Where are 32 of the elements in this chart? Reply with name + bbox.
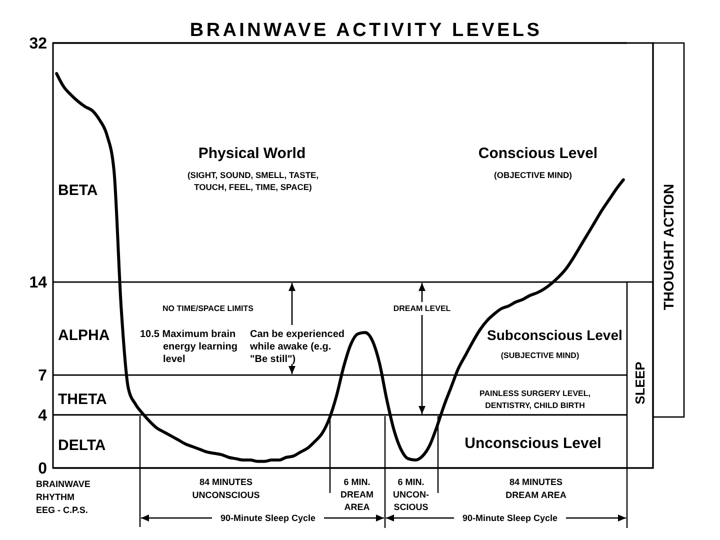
annotation: 10.5 Maximum brain energy learning level [140, 329, 238, 365]
annotation: (SIGHT, SOUND, SMELL, TASTE, TOUCH, FEEL, TIME, SPACE) [187, 170, 319, 192]
annotation: Conscious Level [478, 145, 598, 162]
text: 84 MINUTES UNCONSCIOUS [192, 477, 260, 500]
annotation: Unconscious Level [464, 435, 602, 452]
y-tick-label: 7 [38, 368, 48, 385]
annotation: PAINLESS SURGERY LEVEL, DENTISTRY, CHILD BIRTH [480, 389, 590, 410]
annotation: NO TIME/SPACE LIMITS [162, 304, 254, 313]
y-tick-label: 32 [29, 36, 48, 52]
text: 6 MIN. UNCON- SCIOUS [393, 477, 429, 512]
y-tick-label: 14 [29, 274, 48, 292]
annotation: Subconscious Level [487, 327, 622, 343]
annotation: (SUBJECTIVE MIND) [500, 351, 580, 360]
text: SLEEP [632, 361, 648, 404]
annotation: DREAM LEVEL [393, 304, 451, 313]
text: 84 MINUTES DREAM AREA [506, 477, 567, 500]
annotation: Can be experienced while awake (e.g. "Be still") [249, 329, 344, 365]
annotation: THETA [58, 391, 108, 408]
text: 6 MIN. DREAM AREA [340, 477, 374, 512]
annotation: ALPHA [58, 327, 110, 344]
y-axis-title: BRAINWAVE RHYTHM EEG - C.P.S. [36, 479, 90, 515]
chart-title: BRAINWAVE ACTIVITY LEVELS [190, 20, 542, 41]
annotation: Physical World [198, 145, 306, 162]
annotation: DELTA [58, 437, 106, 454]
y-tick-label: 0 [38, 460, 48, 478]
annotation: BETA [58, 182, 98, 199]
y-tick-label: 4 [38, 407, 48, 424]
line-series [55, 72, 625, 463]
text: 90-Minute Sleep Cycle [462, 513, 558, 523]
text: THOUGHT ACTION [660, 184, 676, 310]
text: 90-Minute Sleep Cycle [220, 513, 316, 523]
annotation: (OBJECTIVE MIND) [494, 170, 572, 180]
